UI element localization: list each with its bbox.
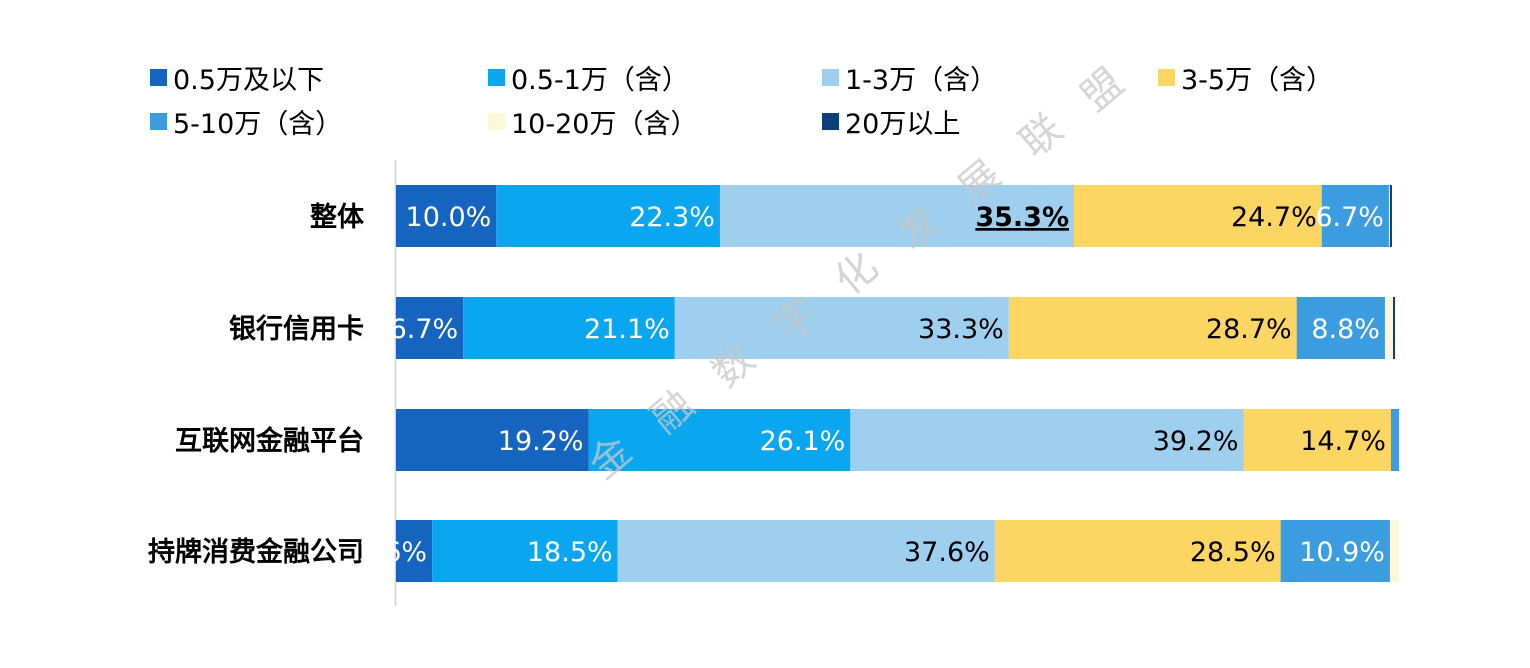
data-label: 21.1% — [584, 314, 670, 345]
legend-item: 5-10万（含） — [150, 104, 343, 140]
legend-label: 0.5万及以下 — [173, 64, 324, 96]
legend-item: 3-5万（含） — [1158, 60, 1334, 96]
data-label: 6.7% — [1315, 202, 1384, 233]
bar-segment — [994, 520, 1281, 582]
legend-item: 1-3万（含） — [822, 60, 998, 96]
category-label: 互联网金融平台 — [175, 425, 364, 457]
legend-swatch — [822, 68, 839, 86]
bar-segment — [1388, 185, 1391, 247]
data-label: 10.0% — [406, 202, 492, 233]
legend-label: 0.5-1万（含） — [511, 64, 689, 96]
bar-segment — [396, 520, 433, 582]
legend: 0.5万及以下 0.5-1万（含） 1-3万（含） 3-5万（含） 5-10万（含） 10… — [0, 0, 1530, 150]
category-label: 整体 — [310, 202, 365, 233]
legend-swatch — [488, 68, 505, 86]
bar-segment — [1243, 409, 1391, 471]
legend-item: 0.5-1万（含） — [488, 60, 689, 96]
legend-swatch — [150, 68, 167, 86]
bar-segment — [1074, 185, 1322, 247]
legend-label: 1-3万（含） — [845, 64, 998, 96]
bar-segment — [719, 185, 1075, 247]
category-label: 持牌消费金融公司 — [148, 536, 364, 568]
legend-item: 20万以上 — [822, 104, 961, 140]
data-label: 26.1% — [760, 426, 846, 457]
bar-segment — [588, 409, 851, 471]
bar-segment — [1384, 297, 1393, 359]
data-label: 28.5% — [1190, 537, 1276, 568]
data-label: 19.2% — [498, 426, 584, 457]
bar-segment — [1390, 409, 1399, 471]
bar-segment — [463, 297, 675, 359]
data-label: 6.7% — [390, 314, 459, 345]
legend-item: 10-20万（含） — [488, 104, 698, 140]
legend-swatch — [488, 112, 505, 130]
bar-segment — [396, 185, 497, 247]
legend-label: 5-10万（含） — [173, 108, 343, 140]
data-label: 24.7% — [1231, 202, 1317, 233]
bar-segment — [617, 520, 995, 582]
bar-segment — [1296, 297, 1385, 359]
bar-segment — [396, 409, 589, 471]
category-label: 银行信用卡 — [229, 313, 364, 345]
data-label: 37.6% — [904, 537, 990, 568]
bar-segment — [674, 297, 1009, 359]
data-label: 35.3% — [975, 202, 1069, 233]
data-label: 18.5% — [527, 537, 613, 568]
legend-swatch — [1158, 68, 1175, 86]
data-label: 10.9% — [1299, 537, 1385, 568]
legend-label: 3-5万（含） — [1181, 64, 1334, 96]
bar-segment — [1321, 185, 1389, 247]
legend-item: 0.5万及以下 — [150, 60, 324, 96]
legend-label: 10-20万（含） — [511, 108, 698, 140]
data-label: 33.3% — [918, 314, 1004, 345]
bar-segment — [496, 185, 720, 247]
data-label: 28.7% — [1206, 314, 1292, 345]
legend-label: 20万以上 — [845, 108, 961, 140]
legend-swatch — [822, 112, 839, 130]
bar-segment — [396, 297, 464, 359]
data-label: 3.6% — [358, 537, 427, 568]
data-label: 8.8% — [1311, 314, 1380, 345]
bar-segment — [432, 520, 618, 582]
data-label: 22.3% — [629, 202, 715, 233]
bar-segment — [1392, 297, 1395, 359]
bar-segment — [1280, 520, 1390, 582]
bar-segment — [850, 409, 1244, 471]
data-label: 39.2% — [1153, 426, 1239, 457]
legend-swatch — [150, 112, 167, 130]
bar-segment — [1389, 520, 1399, 582]
bar-segment — [1389, 185, 1392, 247]
bar-segment — [1008, 297, 1297, 359]
data-label: 14.7% — [1300, 426, 1386, 457]
